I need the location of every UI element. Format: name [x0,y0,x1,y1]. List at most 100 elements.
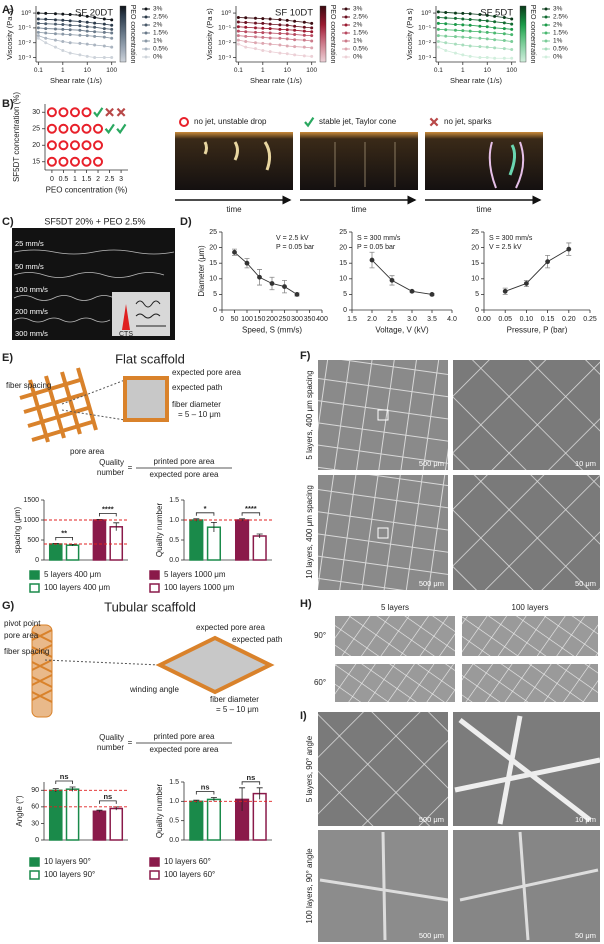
y-axis-label: spacing (μm) [13,506,22,553]
x-tick-label: 0.1 [34,67,43,74]
series-line [438,41,512,50]
bar [65,544,80,561]
significance-label: ns [60,772,69,781]
legend-label: 1% [353,38,363,45]
data-point [444,22,448,26]
data-point [282,284,287,289]
data-point [493,14,497,18]
data-point [278,31,282,35]
data-point [85,54,89,58]
formula: number [97,743,124,752]
data-point [453,51,457,55]
data-point [524,281,529,286]
marker [58,156,69,167]
series-line [38,35,112,48]
panel-label: E) [2,352,13,364]
data-point [232,249,237,255]
error-bar [239,787,246,811]
legend-swatch [149,870,160,880]
data-point [93,43,97,47]
legend-label: no jet, sparks [444,117,492,126]
data-point [236,16,240,20]
data-point [478,45,482,49]
data-point [293,28,297,32]
data-point [478,36,482,40]
data-point [44,31,48,35]
panel-title: Tubular scaffold [104,599,196,614]
data-point [302,29,306,33]
annotation: P = 0.05 bar [357,244,396,251]
legend-swatch [544,31,548,35]
data-point [53,38,57,42]
y-tick-label: 1.5 [169,779,179,786]
data-point [493,31,497,35]
data-point [285,37,289,41]
callout: pore area [70,447,105,456]
series-line [238,39,312,49]
legend-swatch [304,116,315,128]
callout: fiber spacing [4,647,49,656]
data-point [278,23,282,27]
data-point [244,45,248,49]
tube-image [462,616,598,656]
data-point [502,47,506,51]
significance-label: * [204,504,207,513]
panel-label: G) [2,600,15,612]
y-axis-label: Viscosity (Pa s) [5,8,14,60]
y-tick-label: 10 [339,276,347,283]
callout: = 5 – 10 μm [216,705,259,714]
x-tick-label: 0.20 [562,316,576,323]
data-point [310,30,314,34]
annotation: P = 0.05 bar [276,244,315,251]
data-point [502,32,506,36]
y-tick-label: 20 [209,244,217,251]
data-point [68,19,72,23]
data-point [285,52,289,56]
data-point [257,274,262,280]
data-point [261,41,265,45]
significance-label: **** [102,504,114,513]
data-point [93,34,97,38]
colorbar-label: PEO concentration [529,5,536,64]
data-point [102,22,106,26]
significance-label: ns [201,782,210,791]
data-point [53,12,57,16]
legend-swatch [29,870,40,880]
data-point [44,36,48,40]
data-point [36,36,40,40]
marker [46,140,57,151]
data-point [36,21,40,25]
marker [81,123,92,134]
x-tick-label: 50 [231,316,239,323]
formula: expected pore area [150,745,219,754]
callout: expected path [172,383,222,392]
spark [488,141,525,189]
data-point [478,18,482,22]
y-tick-label: 20 [339,244,347,251]
y-axis-label: Angle (°) [15,795,24,827]
y-tick-label: 5 [343,291,347,298]
colorbar-label: PEO concentration [129,5,136,64]
legend-swatch [544,23,548,27]
legend-label: 10 layers 90° [44,857,91,866]
speed-label: 25 mm/s [15,239,44,248]
data-point [444,28,448,32]
y-tick-label: 5 [213,291,217,298]
data-point [268,36,272,40]
x-tick-label: 0.25 [583,316,597,323]
y-tick-label: 0.0 [169,557,179,564]
callout: expected path [232,635,282,644]
data-point [61,40,65,44]
data-point [68,23,72,27]
y-tick-label: 5 [475,291,479,298]
error-bar [256,787,263,800]
y-tick-label: 10⁰ [221,9,231,17]
x-tick-label: 3 [119,176,123,183]
data-point [436,34,440,38]
data-point [310,39,314,43]
data-point [110,45,114,49]
series-line [38,37,112,58]
x-tick-label: 2 [96,176,100,183]
legend-label: 2.5% [553,14,568,21]
x-tick-label: 0.5 [59,176,69,183]
